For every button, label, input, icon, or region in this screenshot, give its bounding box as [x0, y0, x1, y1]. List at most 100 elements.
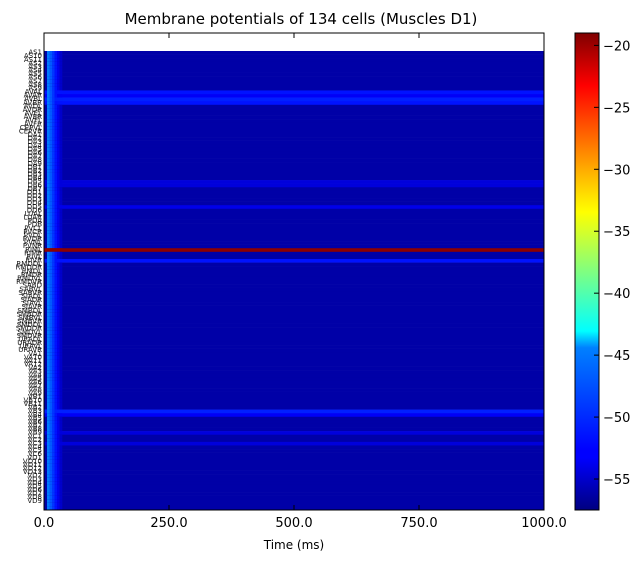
heatmap-onset-cell	[57, 488, 60, 493]
heatmap-onset-cell	[49, 251, 53, 256]
heatmap-onset-cell	[52, 72, 55, 77]
heatmap-onset-cell	[57, 506, 60, 511]
heatmap-onset-cell	[57, 341, 60, 346]
heatmap-onset-cell	[59, 147, 63, 152]
heatmap-row	[44, 101, 544, 106]
heatmap-onset-cell	[47, 312, 50, 317]
y-tick-label: AS1	[28, 49, 42, 57]
heatmap-onset-cell	[49, 129, 53, 134]
heatmap-onset-cell	[59, 388, 63, 392]
heatmap-onset-cell	[49, 237, 53, 242]
y-tick-label: VA9	[28, 389, 42, 397]
heatmap-onset-cell	[47, 248, 50, 253]
heatmap-onset-cell	[49, 402, 53, 407]
heatmap-onset-cell	[47, 115, 50, 120]
heatmap-onset-cell	[54, 355, 58, 360]
x-tick-label: 750.0	[400, 516, 437, 531]
y-tick-label: SMBDL	[17, 307, 42, 315]
heatmap-row	[44, 108, 544, 113]
y-tick-label: RMDDR	[15, 264, 42, 272]
heatmap-row	[44, 463, 544, 468]
heatmap-onset-cell	[49, 101, 53, 106]
heatmap-onset-cell	[49, 416, 53, 421]
heatmap-onset-cell	[54, 456, 58, 461]
heatmap-onset-cell	[54, 244, 58, 249]
heatmap-onset-cell	[47, 391, 50, 396]
heatmap-onset-cell	[52, 276, 55, 281]
heatmap-onset-cell	[57, 474, 60, 479]
y-tick-label: DA6	[27, 149, 42, 157]
y-tick-label: SMBVR	[17, 318, 42, 326]
heatmap-row	[44, 251, 544, 256]
heatmap-onset-cell	[54, 276, 58, 281]
heatmap-onset-cell	[54, 502, 58, 507]
heatmap-onset-cell	[57, 373, 60, 378]
heatmap-onset-cell	[59, 144, 63, 149]
heatmap-onset-cell	[49, 172, 53, 177]
heatmap-onset-cell	[47, 51, 50, 55]
heatmap-onset-cell	[47, 370, 50, 375]
heatmap-row	[44, 380, 544, 385]
heatmap-onset-cell	[57, 255, 60, 260]
heatmap-onset-cell	[59, 72, 63, 77]
heatmap-onset-cell	[52, 294, 55, 299]
y-tick-label: VD7	[27, 490, 42, 498]
heatmap-onset-cell	[49, 68, 53, 73]
heatmap-onset-cell	[49, 108, 53, 113]
heatmap-onset-cell	[57, 219, 60, 224]
heatmap-onset-cell	[59, 470, 63, 475]
heatmap-onset-cell	[49, 72, 53, 77]
heatmap-onset-cell	[54, 151, 58, 156]
y-tick-label: VB3	[28, 407, 42, 415]
heatmap-onset-cell	[47, 463, 50, 468]
heatmap-onset-cell	[57, 233, 60, 238]
heatmap-onset-cell	[52, 115, 55, 120]
heatmap-onset-cell	[59, 79, 63, 84]
heatmap-onset-cell	[52, 54, 55, 59]
heatmap-onset-cell	[57, 495, 60, 500]
heatmap-onset-cell	[49, 431, 53, 435]
heatmap-row	[44, 291, 544, 296]
heatmap-row	[44, 345, 544, 349]
heatmap-onset-cell	[57, 187, 60, 192]
heatmap-onset-cell	[54, 477, 58, 482]
heatmap-onset-cell	[59, 337, 63, 342]
heatmap-onset-cell	[47, 488, 50, 493]
y-tick-label: VB1	[28, 393, 42, 401]
heatmap-onset-cell	[57, 162, 60, 167]
heatmap-onset-cell	[47, 180, 50, 184]
heatmap-onset-cell	[49, 51, 53, 55]
heatmap-onset-cell	[57, 172, 60, 177]
heatmap-onset-cell	[47, 154, 50, 159]
chart-title: Membrane potentials of 134 cells (Muscle…	[125, 10, 478, 28]
heatmap-onset-cell	[54, 384, 58, 389]
heatmap-onset-cell	[57, 395, 60, 400]
heatmap-row	[44, 294, 544, 299]
y-tick-label: SIADR	[20, 296, 42, 304]
heatmap-onset-cell	[57, 449, 60, 453]
heatmap-row	[44, 119, 544, 124]
x-axis-ticks: 0.0 250.0 500.0 750.0 1000.0	[34, 33, 567, 531]
heatmap-onset-cell	[54, 119, 58, 124]
heatmap-onset-cell	[49, 406, 53, 410]
heatmap-onset-cell	[59, 298, 63, 303]
y-tick-label: SMDDL	[17, 321, 42, 329]
heatmap-onset-cell	[59, 111, 63, 116]
heatmap-onset-cell	[47, 83, 50, 88]
heatmap-onset-cell	[54, 262, 58, 267]
y-tick-label: URAVL	[19, 343, 42, 351]
heatmap-onset-cell	[52, 366, 55, 371]
heatmap-onset-cell	[52, 137, 55, 141]
heatmap-onset-cell	[47, 294, 50, 299]
heatmap-onset-cell	[49, 140, 53, 145]
heatmap-onset-cell	[59, 251, 63, 256]
heatmap-onset-cell	[52, 212, 55, 217]
heatmap-onset-cell	[54, 298, 58, 303]
heatmap-row	[44, 348, 544, 353]
y-tick-label: AS3	[28, 63, 42, 71]
y-tick-label: URADL	[18, 335, 42, 343]
heatmap-row	[44, 262, 544, 267]
heatmap-onset-cell	[49, 488, 53, 493]
heatmap-onset-cell	[59, 441, 63, 446]
heatmap-onset-cell	[49, 58, 53, 63]
